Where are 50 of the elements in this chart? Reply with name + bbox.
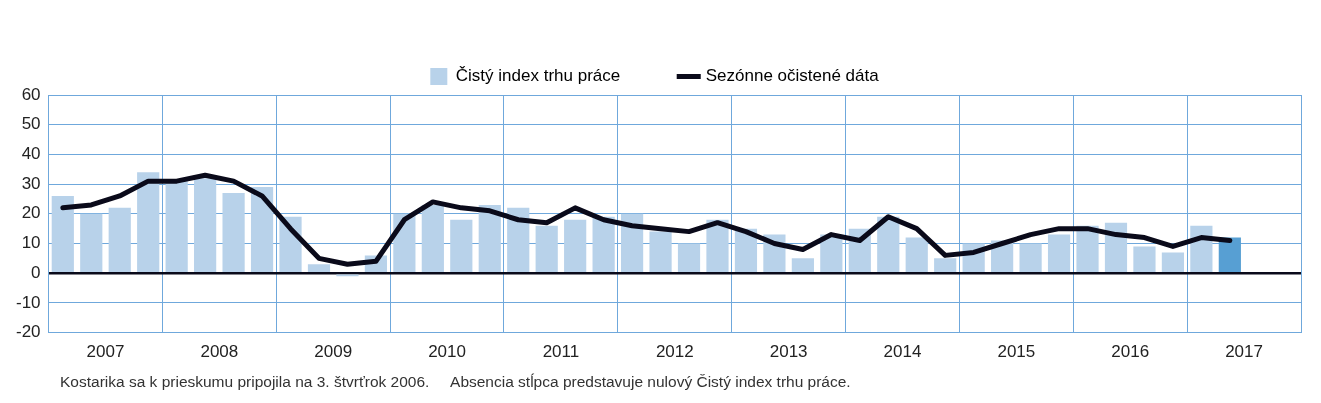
bar (478, 204, 501, 272)
text: Kostarika sa k prieskumu pripojila na 3. štvrťrok 2006. Absencia stĺpca predstavuje nulový Čistý index trhu práce. (59, 373, 852, 391)
x-tick-label: 2008 (200, 342, 239, 362)
y-tick-label: -20 (15, 322, 41, 342)
bar (1047, 234, 1071, 272)
bar (1133, 246, 1156, 272)
x-tick-label: 2012 (655, 342, 694, 362)
x-tick-label: 2007 (86, 342, 125, 362)
bar (222, 193, 245, 272)
x-tick-label: 2013 (769, 342, 808, 362)
y-tick-label: 50 (21, 114, 41, 134)
x-tick-label: 2016 (1111, 342, 1150, 362)
bar (677, 243, 701, 272)
bar (934, 258, 957, 272)
bar (564, 219, 587, 272)
bar (1161, 252, 1185, 272)
bar (535, 225, 558, 272)
bar (194, 178, 217, 272)
bar (450, 219, 473, 272)
bar (108, 207, 131, 272)
x-tick-label: 2017 (1225, 342, 1263, 362)
bar (421, 204, 444, 272)
bar (905, 237, 928, 272)
x-tick-label: 2009 (314, 342, 353, 362)
bar (507, 207, 530, 272)
bar (137, 172, 160, 272)
bar (250, 187, 274, 272)
legend-label: Sezónne očistené dáta (705, 66, 880, 86)
bar (51, 195, 74, 272)
y-tick-label: 10 (21, 233, 41, 253)
y-tick-label: 30 (21, 173, 41, 193)
legend-label: Čistý index trhu práce (455, 66, 621, 86)
x-tick-label: 2015 (997, 342, 1036, 362)
bar (165, 181, 188, 272)
bar (80, 213, 103, 272)
x-tick-label: 2010 (428, 342, 466, 362)
x-tick-label: 2011 (542, 342, 580, 362)
y-tick-label: 40 (21, 144, 41, 164)
bar (307, 264, 331, 272)
bar (1218, 237, 1241, 272)
y-tick-label: -10 (15, 292, 41, 312)
bar (791, 258, 814, 272)
y-tick-label: 60 (21, 84, 41, 104)
y-tick-label: 20 (21, 203, 41, 223)
bar (1019, 243, 1042, 272)
bar (649, 231, 672, 272)
bar (592, 216, 615, 272)
x-tick-label: 2014 (883, 342, 922, 362)
bar (620, 213, 644, 272)
y-tick-label: 0 (31, 262, 41, 282)
